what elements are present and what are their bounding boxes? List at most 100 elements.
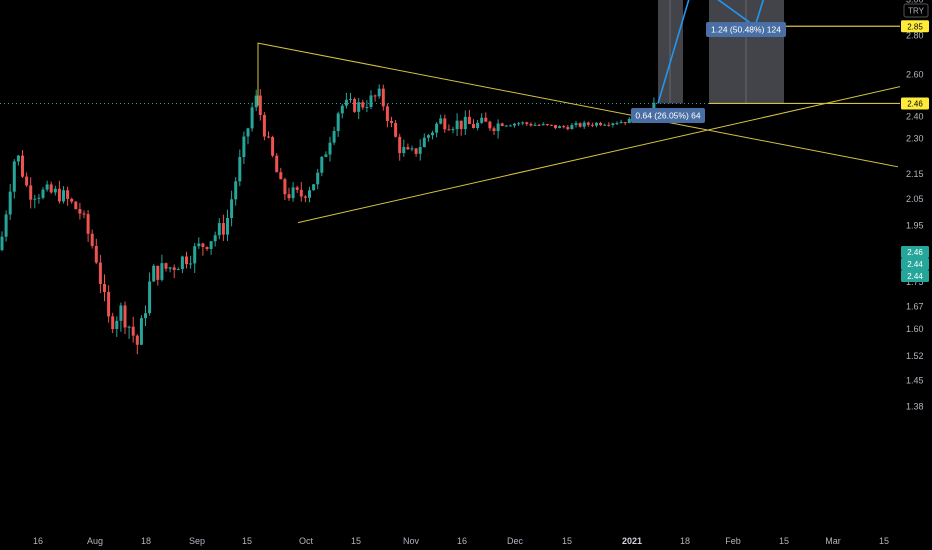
candle	[74, 200, 78, 210]
candle	[119, 302, 123, 332]
candle	[156, 265, 160, 286]
candle-body	[578, 123, 582, 127]
candle	[353, 97, 357, 113]
candle	[267, 131, 270, 139]
candle	[172, 264, 176, 279]
candle	[381, 84, 385, 111]
candle	[443, 114, 447, 133]
candle-body	[545, 124, 549, 126]
measure-box-1[interactable]	[658, 0, 683, 104]
level-badge-text: 2.46	[907, 99, 923, 108]
currency-badge[interactable]: TRY	[903, 3, 929, 18]
candle	[299, 182, 303, 202]
candle	[271, 135, 275, 158]
candle-body	[406, 147, 410, 150]
x-tick-label: Dec	[507, 536, 524, 546]
measure-box-2[interactable]	[709, 0, 784, 104]
candle-body	[529, 123, 533, 126]
candle-body	[562, 126, 566, 128]
level-badge[interactable]: 2.46	[901, 97, 929, 110]
candle	[57, 180, 61, 204]
triangle-lower-line[interactable]	[297, 86, 901, 224]
level-badge-text: 2.85	[907, 22, 923, 31]
y-tick-label: 2.15	[906, 169, 924, 179]
candle	[435, 122, 439, 138]
candle-body	[242, 136, 246, 158]
candle	[426, 133, 430, 142]
candle-body	[267, 136, 270, 138]
candle-body	[16, 155, 20, 162]
candle	[303, 195, 307, 203]
candle	[529, 122, 533, 127]
candle	[209, 240, 213, 255]
candle-body	[271, 137, 275, 156]
candle-body	[513, 123, 516, 126]
candle	[25, 172, 29, 187]
x-tick-label: 15	[351, 536, 361, 546]
time-axis[interactable]: 16 Aug 18 Sep 15 Oct 15 Nov 16 Dec 15 2021 18 Feb 15 Ma…	[33, 536, 889, 546]
candle	[176, 267, 180, 271]
candle	[242, 131, 246, 164]
candle	[144, 305, 147, 327]
candle	[312, 184, 316, 191]
candle	[53, 185, 57, 196]
candle	[390, 116, 393, 128]
price-badge-text: 2.46	[907, 248, 923, 257]
triangle-upper-line[interactable]	[257, 42, 899, 168]
candle	[98, 254, 102, 294]
candle	[258, 89, 262, 121]
price-axis[interactable]: 3.803.603.403.203.002.802.602.402.302.15…	[901, 0, 929, 412]
candle	[226, 209, 229, 242]
candle	[70, 197, 74, 204]
measure-label[interactable]: 1.24 (50.48%) 124	[706, 22, 786, 37]
candle	[82, 210, 86, 219]
candle	[373, 94, 377, 102]
candle-body	[123, 305, 127, 328]
price-badge-text: 2.44	[907, 272, 923, 281]
candle-body	[328, 142, 332, 155]
x-tick-label: 16	[457, 536, 467, 546]
candle-body	[57, 188, 61, 202]
price-badge[interactable]: 2.44	[901, 258, 929, 270]
candle	[365, 100, 369, 113]
candle	[521, 121, 525, 126]
level-badge[interactable]: 2.85	[901, 20, 929, 33]
price-badge-bg	[901, 258, 929, 270]
candle-body	[455, 120, 459, 130]
candle-body	[144, 313, 147, 319]
candle-body	[287, 194, 291, 199]
candle	[131, 316, 135, 343]
candle-body	[508, 125, 512, 127]
y-tick-label: 1.95	[906, 220, 924, 230]
candle-body	[361, 102, 365, 108]
candle	[275, 153, 279, 173]
candle	[447, 124, 451, 131]
x-tick-label: 15	[562, 536, 572, 546]
measure-label[interactable]: 0.64 (26.05%) 64	[631, 108, 705, 123]
candle-body	[402, 147, 406, 154]
candle	[328, 136, 332, 162]
price-badge[interactable]: 2.46	[901, 246, 929, 258]
candle	[221, 214, 225, 241]
x-tick-label: 18	[141, 536, 151, 546]
price-badge-bg	[901, 246, 929, 258]
projection-arrow[interactable]	[657, 0, 798, 104]
price-badge[interactable]: 2.44	[901, 270, 929, 282]
candle-body	[168, 267, 172, 269]
candle-body	[484, 117, 488, 122]
candle	[320, 156, 324, 177]
candle-body	[615, 123, 619, 125]
drawings[interactable]: 0.64 (26.05%) 64 1.24 (50.48%) 124	[0, 0, 901, 224]
candle-body	[365, 106, 369, 108]
candle	[29, 177, 33, 209]
candle-body	[41, 189, 45, 198]
candle-body	[262, 115, 266, 137]
candle-body	[586, 122, 590, 125]
candle	[185, 251, 188, 269]
candle-body	[197, 243, 201, 247]
candle	[615, 121, 619, 126]
candle-body	[111, 316, 115, 329]
y-tick-label: 1.45	[906, 376, 924, 386]
candle	[574, 121, 578, 128]
